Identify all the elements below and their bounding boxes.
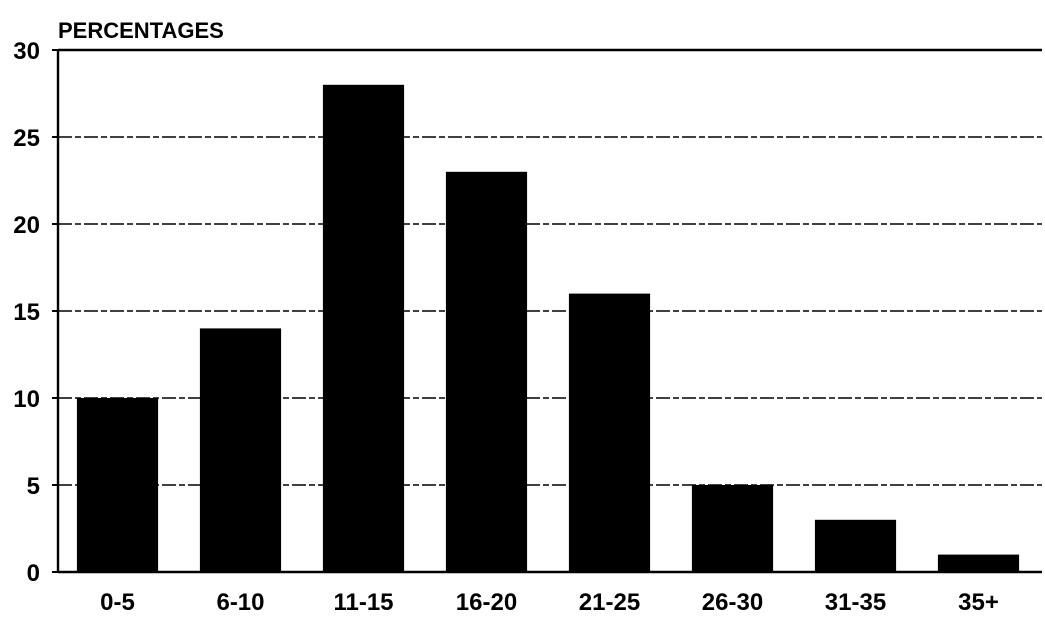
y-tick-labels: 0 5 10 15 20 25 30 xyxy=(13,38,40,587)
x-tick-label: 31-35 xyxy=(825,589,886,614)
x-tick-labels: 0-5 6-10 11-15 16-20 21-25 26-30 31-35 35+ xyxy=(100,589,999,616)
y-tick-label: 25 xyxy=(13,125,40,152)
y-axis-label: PERCENTAGES xyxy=(58,18,224,43)
x-tick-label: 11-15 xyxy=(333,589,393,614)
y-tick-label: 15 xyxy=(13,299,40,326)
bar-11-15 xyxy=(322,84,405,573)
y-tick-label: 0 xyxy=(27,560,40,587)
bar-21-25 xyxy=(568,293,651,572)
bar-0-5 xyxy=(76,398,159,572)
bar-6-10 xyxy=(199,328,282,572)
bar-35+ xyxy=(937,554,1020,572)
x-tick-label: 16-20 xyxy=(456,589,517,614)
x-tick-label: 35+ xyxy=(958,589,999,614)
y-tick-label: 10 xyxy=(13,386,40,413)
x-tick-label: 26-30 xyxy=(702,589,763,614)
x-tick-label: 0-5 xyxy=(100,589,135,614)
y-tick-label: 20 xyxy=(13,212,40,239)
bar-16-20 xyxy=(445,171,528,573)
bars xyxy=(76,84,1020,573)
bar-31-35 xyxy=(814,519,897,572)
bar-26-30 xyxy=(691,485,774,572)
y-tick-label: 30 xyxy=(13,38,40,65)
axes xyxy=(52,48,1042,574)
y-tick-label: 5 xyxy=(27,473,40,500)
x-tick-label: 6-10 xyxy=(216,589,264,614)
x-tick-label: 21-25 xyxy=(579,589,640,614)
